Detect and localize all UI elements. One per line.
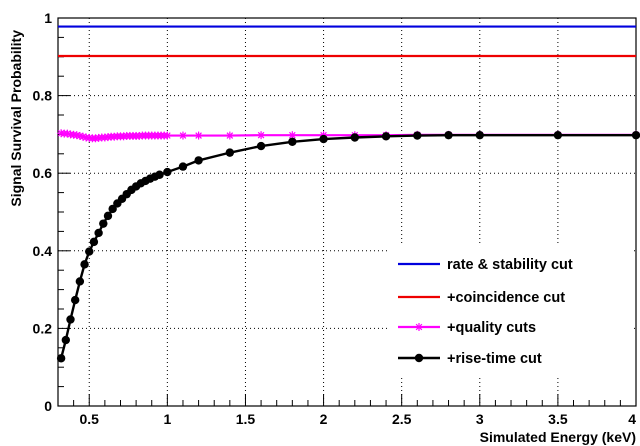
- x-tick-label: 2.5: [392, 411, 412, 427]
- y-tick-label: 1: [44, 10, 52, 26]
- y-axis-title: Signal Survival Probability: [8, 30, 24, 207]
- x-tick-label: 3.5: [548, 411, 568, 427]
- x-tick-label: 1.5: [236, 411, 256, 427]
- legend-label: +quality cuts: [447, 320, 536, 336]
- data-point: [70, 295, 80, 305]
- legend-swatch-marker: [415, 323, 423, 331]
- axes: 0.5 1 1.5 2 2.5 3 3.5 4 0 0.2 0.4 0.6 0.8 1: [33, 10, 637, 427]
- data-point: [80, 260, 89, 269]
- star-stroke: [226, 132, 234, 139]
- series-4: [56, 130, 640, 363]
- y-tick-label: 0.6: [33, 165, 53, 181]
- data-point: [257, 131, 266, 140]
- x-tick-label: 4: [628, 411, 636, 427]
- data-point: [85, 247, 94, 256]
- data-point: [225, 131, 234, 140]
- x-axis-title: Simulated Energy (keV): [480, 429, 636, 445]
- legend-label: rate & stability cut: [447, 257, 573, 273]
- data-point: [194, 156, 203, 165]
- star-stroke: [79, 133, 87, 141]
- data-point: [194, 131, 203, 140]
- data-point: [553, 130, 563, 140]
- star-stroke: [195, 132, 202, 139]
- data-point: [66, 315, 75, 324]
- data-point: [99, 219, 108, 228]
- legend: rate & stability cut +coincidence cut +qua…: [390, 246, 634, 378]
- data-point: [288, 137, 297, 146]
- data-point: [89, 237, 99, 247]
- star-stroke: [64, 130, 71, 137]
- data-point: [155, 170, 164, 179]
- star-stroke: [164, 132, 171, 139]
- series-layer: [56, 25, 640, 363]
- data-point: [108, 204, 117, 214]
- star-stroke: [415, 323, 423, 331]
- data-point: [103, 211, 113, 221]
- data-point: [56, 354, 66, 363]
- data-point: [319, 134, 328, 144]
- data-point: [163, 167, 172, 177]
- data-point: [75, 277, 85, 286]
- data-point: [61, 335, 71, 345]
- y-tick-label: 0: [44, 398, 52, 414]
- x-tick-label: 1: [163, 411, 171, 427]
- data-point: [413, 131, 422, 140]
- data-point: [350, 133, 360, 142]
- y-tick-label: 0.4: [33, 243, 53, 259]
- star-stroke: [76, 132, 84, 140]
- data-point: [475, 130, 484, 140]
- data-point: [631, 130, 640, 140]
- legend-swatch-marker: [414, 353, 424, 363]
- star-stroke: [73, 131, 81, 139]
- x-tick-label: 2: [320, 411, 328, 427]
- data-point: [444, 130, 453, 140]
- data-point: [178, 131, 187, 140]
- data-point: [178, 162, 188, 171]
- legend-label: +coincidence cut: [447, 290, 565, 306]
- legend-label: +rise-time cut: [447, 351, 542, 367]
- data-point: [381, 132, 391, 141]
- star-stroke: [257, 131, 265, 139]
- data-point: [163, 131, 172, 140]
- y-tick-label: 0.8: [33, 88, 53, 104]
- x-tick-label: 0.5: [80, 411, 100, 427]
- y-tick-label: 0.2: [33, 320, 53, 336]
- star-stroke: [289, 131, 296, 139]
- data-point: [225, 148, 235, 157]
- x-tick-label: 3: [476, 411, 484, 427]
- star-stroke: [179, 132, 187, 139]
- legend-background: [390, 246, 634, 378]
- data-point: [256, 141, 266, 151]
- data-point: [94, 228, 103, 238]
